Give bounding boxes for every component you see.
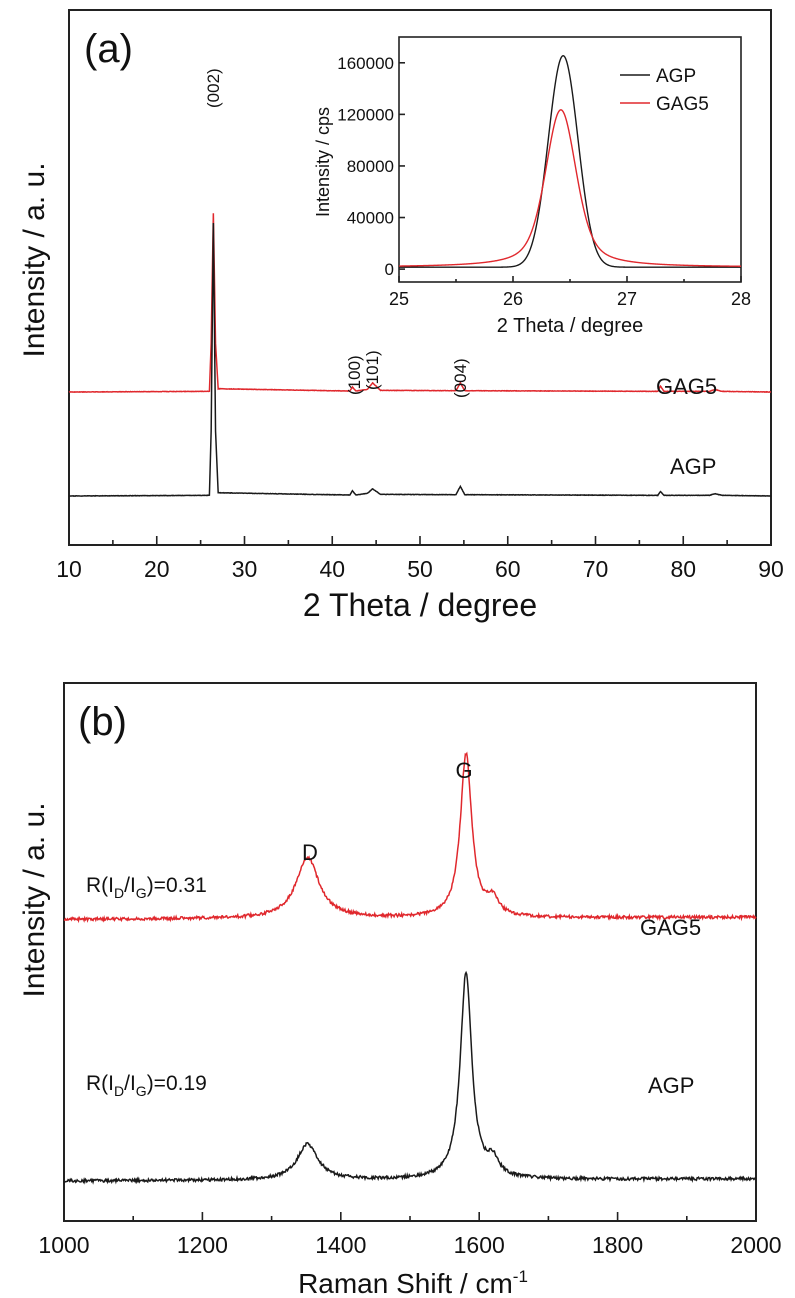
inset-series-line-gag5 [398, 109, 741, 267]
ratio-agp-sub-g: G [136, 1083, 147, 1099]
band-label-g: G [455, 758, 472, 783]
ratio-agp-prefix: R(I [86, 1072, 114, 1095]
inset-series [398, 54, 741, 268]
panel-b-x-tick-label: 1600 [454, 1232, 505, 1258]
panel-b-series [63, 751, 757, 1185]
series-line-gag5 [68, 213, 771, 393]
panel-b-label: (b) [78, 700, 127, 744]
panel-a-x-tick-label: 20 [144, 556, 170, 582]
panel-a-x-tick-label: 90 [758, 556, 784, 582]
inset-y-tick-label: 40000 [347, 209, 394, 228]
panel-b-x-tick-label: 2000 [730, 1232, 781, 1258]
panel-b-x-tick-label: 1200 [177, 1232, 228, 1258]
panel-b-curve-label-agp: AGP [648, 1073, 694, 1098]
panel-a-x-ticks: 10 20 30 40 50 60 70 80 90 [56, 536, 784, 582]
panel-b-x-ticks: 1000 1200 1400 1600 1800 2000 [38, 1212, 782, 1258]
panel-a-x-tick-label: 10 [56, 556, 82, 582]
ratio-agp-suffix: )=0.19 [147, 1072, 207, 1095]
inset-x-axis-label: 2 Theta / degree [497, 315, 643, 337]
inset-x-tick-label: 25 [389, 289, 409, 309]
panel-a-curve-label-agp: AGP [670, 454, 716, 479]
peak-label-004: (004) [451, 358, 470, 398]
panel-b-x-tick-label: 1800 [592, 1232, 643, 1258]
raman-series-line-agp [63, 970, 757, 1185]
ratio-annotation-agp: R(ID/IG)=0.19 [86, 1072, 207, 1099]
panel-b-x-axis-text: Raman Shift / cm [298, 1268, 513, 1298]
peak-label-101: (101) [363, 350, 382, 390]
panel-a-x-tick-label: 40 [319, 556, 345, 582]
panel-b: 1000 1200 1400 1600 1800 2000 (b) Raman Shift… [18, 682, 782, 1298]
inset-series-line-agp [399, 54, 741, 268]
legend-label-gag5: GAG5 [656, 94, 709, 115]
panel-b-x-tick-label: 1400 [315, 1232, 366, 1258]
peak-label-002: (002) [204, 68, 223, 108]
panel-b-frame [63, 682, 757, 1222]
ratio-gag5-prefix: R(I [86, 874, 114, 897]
panel-b-x-tick-label: 1000 [38, 1232, 89, 1258]
panel-a: 10 20 30 40 50 60 70 80 90 (a) 2 Theta / degree … [18, 9, 784, 623]
panel-a-curve-label-gag5: GAG5 [656, 374, 717, 399]
legend-label-agp: AGP [656, 66, 696, 87]
inset-x-tick-label: 28 [731, 289, 751, 309]
ratio-agp-sub-d: D [114, 1083, 124, 1099]
panel-a-series [68, 213, 772, 498]
panel-a-frame [68, 9, 772, 546]
inset-y-tick-label: 0 [385, 260, 394, 279]
panel-b-x-axis-superscript: -1 [513, 1267, 528, 1286]
inset-x-tick-label: 27 [617, 289, 637, 309]
panel-b-y-axis-label: Intensity / a. u. [18, 802, 51, 997]
ratio-gag5-mid: /I [124, 874, 136, 897]
ratio-gag5-suffix: )=0.31 [147, 874, 207, 897]
panel-a-x-tick-label: 60 [495, 556, 521, 582]
inset-legend: AGP GAG5 [620, 66, 709, 115]
panel-a-x-tick-label: 50 [407, 556, 433, 582]
raman-series-line-gag5 [63, 751, 757, 924]
inset-chart: 25 26 27 28 0 40000 80000 120000 160000 2 Theta … [313, 36, 751, 337]
panel-a-y-axis-label: Intensity / a. u. [18, 162, 51, 357]
inset-ticks: 25 26 27 28 0 40000 80000 120000 160000 [337, 54, 751, 309]
panel-a-x-tick-label: 70 [583, 556, 609, 582]
ratio-gag5-sub-d: D [114, 885, 124, 901]
peak-label-100: (100) [345, 355, 364, 395]
series-line-agp [68, 222, 772, 498]
panel-a-x-tick-label: 30 [232, 556, 258, 582]
band-label-d: D [302, 840, 318, 865]
panel-a-label: (a) [84, 27, 133, 71]
ratio-annotation-gag5: R(ID/IG)=0.31 [86, 874, 207, 901]
panel-b-x-axis-label: Raman Shift / cm-1 [298, 1267, 528, 1298]
inset-y-tick-label: 80000 [347, 157, 394, 176]
panel-a-x-tick-label: 80 [670, 556, 696, 582]
inset-y-tick-label: 160000 [337, 54, 394, 73]
panel-a-x-axis-label: 2 Theta / degree [303, 587, 537, 623]
inset-y-axis-label: Intensity / cps [313, 107, 333, 217]
ratio-agp-mid: /I [124, 1072, 136, 1095]
inset-x-tick-label: 26 [503, 289, 523, 309]
ratio-gag5-sub-g: G [136, 885, 147, 901]
inset-y-tick-label: 120000 [337, 105, 394, 124]
panel-b-curve-label-gag5: GAG5 [640, 915, 701, 940]
